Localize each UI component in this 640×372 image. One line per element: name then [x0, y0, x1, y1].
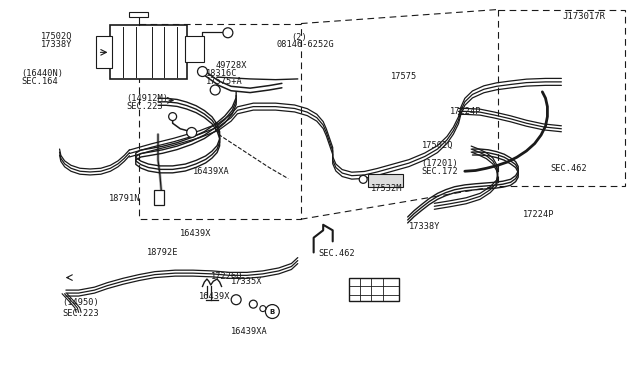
Text: 16439X: 16439X	[199, 292, 231, 301]
Text: 17502Q: 17502Q	[422, 141, 453, 150]
Text: B: B	[269, 308, 275, 315]
Circle shape	[250, 300, 257, 308]
Bar	[139, 23, 301, 219]
Text: SEC.223: SEC.223	[63, 309, 99, 318]
Text: 16439XA: 16439XA	[193, 167, 230, 176]
Text: 18316C: 18316C	[205, 69, 237, 78]
Circle shape	[231, 295, 241, 305]
Circle shape	[266, 305, 279, 318]
Text: 17532M: 17532M	[371, 185, 403, 193]
Circle shape	[187, 128, 196, 137]
Text: 17338Y: 17338Y	[40, 41, 72, 49]
Text: SEC.172: SEC.172	[422, 167, 458, 176]
Bar	[97, 36, 112, 68]
Bar	[349, 278, 399, 301]
Text: (14950): (14950)	[63, 298, 99, 307]
Text: (17201): (17201)	[422, 159, 458, 169]
Circle shape	[223, 28, 233, 38]
Circle shape	[210, 85, 220, 95]
Circle shape	[169, 113, 177, 121]
Text: 17575+A: 17575+A	[205, 77, 243, 86]
Bar	[498, 10, 625, 186]
Text: 08146-6252G: 08146-6252G	[277, 41, 335, 49]
Bar	[154, 190, 164, 205]
Bar	[186, 36, 204, 62]
Bar	[129, 12, 148, 17]
Bar	[110, 25, 187, 79]
Text: J173017R: J173017R	[563, 12, 605, 22]
Text: SEC.462: SEC.462	[550, 164, 587, 173]
Circle shape	[198, 67, 207, 77]
Text: SEC.462: SEC.462	[319, 249, 355, 258]
Circle shape	[260, 306, 266, 312]
Text: 17502Q: 17502Q	[40, 32, 72, 41]
Text: (14912M): (14912M)	[126, 94, 168, 103]
Text: SEC.223: SEC.223	[126, 102, 163, 111]
Text: (16440N): (16440N)	[22, 69, 63, 78]
Text: 49728X: 49728X	[215, 61, 246, 70]
Text: 18792E: 18792E	[147, 248, 179, 257]
Text: 17335X: 17335X	[231, 278, 262, 286]
Text: 17224P: 17224P	[450, 107, 482, 116]
Text: 18791N: 18791N	[109, 195, 141, 203]
Text: 17575: 17575	[391, 72, 417, 81]
Text: 16439X: 16439X	[180, 230, 212, 238]
Text: (2): (2)	[291, 33, 307, 42]
Text: SEC.164: SEC.164	[22, 77, 58, 86]
Bar	[367, 174, 403, 187]
Text: 16439XA: 16439XA	[231, 327, 268, 336]
Text: 17224P: 17224P	[524, 210, 555, 219]
Circle shape	[359, 175, 367, 183]
Text: 17226Q: 17226Q	[211, 272, 243, 281]
Text: 17338Y: 17338Y	[409, 222, 440, 231]
